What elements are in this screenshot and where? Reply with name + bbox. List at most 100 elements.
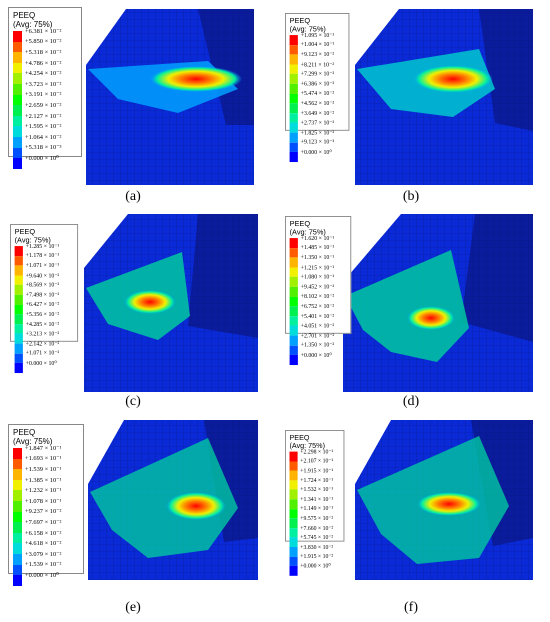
legend-value: +9.237 × 10⁻² xyxy=(25,508,62,516)
legend-value: +4.618 × 10⁻² xyxy=(25,540,62,548)
legend-value: +3.830 × 10⁻² xyxy=(300,544,334,551)
legend-value: +3.213 × 10⁻² xyxy=(25,330,60,338)
legend-value: +9.123 × 10⁻³ xyxy=(300,139,335,146)
legend-value: +1.847 × 10⁻¹ xyxy=(25,444,62,452)
legend-value: +2.127 × 10⁻² xyxy=(25,112,62,120)
legend-swatch xyxy=(14,246,23,256)
legend-swatch xyxy=(13,448,22,459)
legend-value: +1.915 × 10⁻² xyxy=(300,553,334,560)
legend-swatch xyxy=(13,500,22,512)
legend-swatch xyxy=(289,316,298,326)
legend-value: +1.215 × 10⁻¹ xyxy=(300,264,335,271)
legend-swatch xyxy=(14,275,23,286)
legend-value: +5.318 × 10⁻³ xyxy=(25,144,62,152)
legend-swatch xyxy=(13,564,22,576)
legend-value: +5.401 × 10⁻² xyxy=(300,313,335,320)
legend-swatch xyxy=(289,238,298,248)
legend-value: +5.356 × 10⁻² xyxy=(25,311,60,318)
fe-model-d xyxy=(343,214,533,392)
legend-swatch xyxy=(289,54,298,65)
legend-value: +4.562 × 10⁻² xyxy=(300,100,335,107)
legend-value: +1.071 × 10⁻¹ xyxy=(25,262,60,270)
legend-value: +2.107 × 10⁻¹ xyxy=(300,458,334,465)
legend-value: +1.064 × 10⁻² xyxy=(25,133,62,141)
legend-swatch xyxy=(289,566,298,576)
legend-swatch xyxy=(289,461,298,471)
legend-scale: +1.095 × 10⁻¹ +1.004 × 10⁻¹ +9.123 × 10⁻… xyxy=(289,32,345,162)
legend-value: +3.079 × 10⁻² xyxy=(25,550,62,558)
legend-swatch xyxy=(13,490,22,501)
legend-swatch xyxy=(13,469,22,480)
legend-value: +3.649 × 10⁻² xyxy=(300,110,335,117)
legend-subtitle: (Avg: 75%) xyxy=(289,441,325,450)
legend-swatch xyxy=(289,296,298,307)
legend-swatch xyxy=(13,553,22,565)
legend-value: +2.298 × 10⁻¹ xyxy=(300,448,334,456)
legend-value: +1.485 × 10⁻¹ xyxy=(300,244,335,252)
legend-swatch xyxy=(13,543,22,554)
legend-b: PEEQ (Avg: 75%) +1.095 × 10⁻¹ +1.004 × 1… xyxy=(285,13,350,162)
legend-subtitle: (Avg: 75%) xyxy=(289,227,326,237)
legend-swatch xyxy=(289,277,298,287)
legend-swatch xyxy=(289,103,298,114)
legend-value: +1.095 × 10⁻¹ xyxy=(300,32,335,39)
panel-f: PEEQ (Avg: 75%) +2.298 × 10⁻¹ +2.107 × 1… xyxy=(283,418,533,606)
panel-a: PEEQ (Avg: 75%) +6.381 × 10⁻² +5.850 × 1… xyxy=(8,5,258,193)
legend-swatch xyxy=(289,132,298,143)
legend-value: +1.539 × 10⁻¹ xyxy=(25,465,62,473)
legend-swatch xyxy=(13,532,22,544)
legend-subtitle: (Avg: 75%) xyxy=(289,24,326,34)
legend-scale: +1.620 × 10⁻¹ +1.485 × 10⁻¹ +1.350 × 10⁻… xyxy=(289,235,347,365)
legend-swatch xyxy=(289,480,298,490)
legend-value: +6.381 × 10⁻² xyxy=(25,27,62,35)
fe-model-b xyxy=(355,9,533,185)
legend-value: +1.693 × 10⁻¹ xyxy=(25,455,62,463)
legend-swatch xyxy=(289,451,298,462)
legend-title: PEEQ xyxy=(289,16,311,25)
legend-swatch xyxy=(14,255,23,266)
legend-title: PEEQ xyxy=(289,433,310,442)
legend-swatch xyxy=(289,537,298,547)
legend-value: +0.000 × 10⁰ xyxy=(300,352,332,359)
legend-value: +1.915 × 10⁻¹ xyxy=(300,467,334,475)
legend-value: +1.350 × 10⁻² xyxy=(300,342,335,349)
fe-model-c xyxy=(84,214,258,392)
legend-swatch xyxy=(289,518,298,528)
legend-value: +7.498 × 10⁻² xyxy=(25,291,60,299)
stress-hotspot xyxy=(413,65,493,93)
legend-value: +4.285 × 10⁻² xyxy=(25,321,60,328)
legend-swatch xyxy=(289,35,298,45)
legend-value: +3.191 × 10⁻² xyxy=(25,91,62,99)
legend-scale: +1.285 × 10⁻¹ +1.178 × 10⁻¹ +1.071 × 10⁻… xyxy=(14,243,74,373)
legend-value: +1.825 × 10⁻² xyxy=(300,129,335,137)
legend-swatch xyxy=(289,83,298,94)
legend-swatch xyxy=(14,343,23,354)
legend-swatch xyxy=(289,122,298,133)
legend-value: +2.737 × 10⁻² xyxy=(300,119,335,127)
legend-swatch xyxy=(289,267,298,278)
legend-value: +5.850 × 10⁻² xyxy=(25,38,62,46)
legend-swatch xyxy=(14,314,23,325)
legend-value: +7.660 × 10⁻² xyxy=(300,524,334,532)
legend-swatch xyxy=(13,575,22,586)
legend-swatch xyxy=(289,152,298,162)
legend-swatch xyxy=(14,333,23,344)
legend-swatch xyxy=(14,294,23,305)
legend-value: +1.004 × 10⁻¹ xyxy=(300,41,335,49)
legend-value: +1.532 × 10⁻¹ xyxy=(300,486,334,494)
panel-d: PEEQ (Avg: 75%) +1.620 × 10⁻¹ +1.485 × 1… xyxy=(283,212,533,400)
stress-hotspot xyxy=(407,306,455,330)
legend-value: +1.595 × 10⁻² xyxy=(25,123,62,131)
legend-subtitle: (Avg: 75%) xyxy=(14,235,51,245)
legend-swatch xyxy=(289,470,298,481)
contour-band xyxy=(345,250,469,362)
legend-swatch xyxy=(13,62,22,74)
legend-value: +0.000 × 10⁰ xyxy=(25,360,57,367)
legend-value: +1.178 × 10⁻¹ xyxy=(25,252,60,260)
legend-swatch xyxy=(289,93,298,104)
legend-value: +8.569 × 10⁻² xyxy=(25,282,60,289)
legend-swatch xyxy=(289,74,298,84)
legend-value: +0.000 × 10⁰ xyxy=(300,563,331,570)
legend-swatch xyxy=(13,458,22,470)
legend-value: +5.745 × 10⁻² xyxy=(300,534,334,541)
